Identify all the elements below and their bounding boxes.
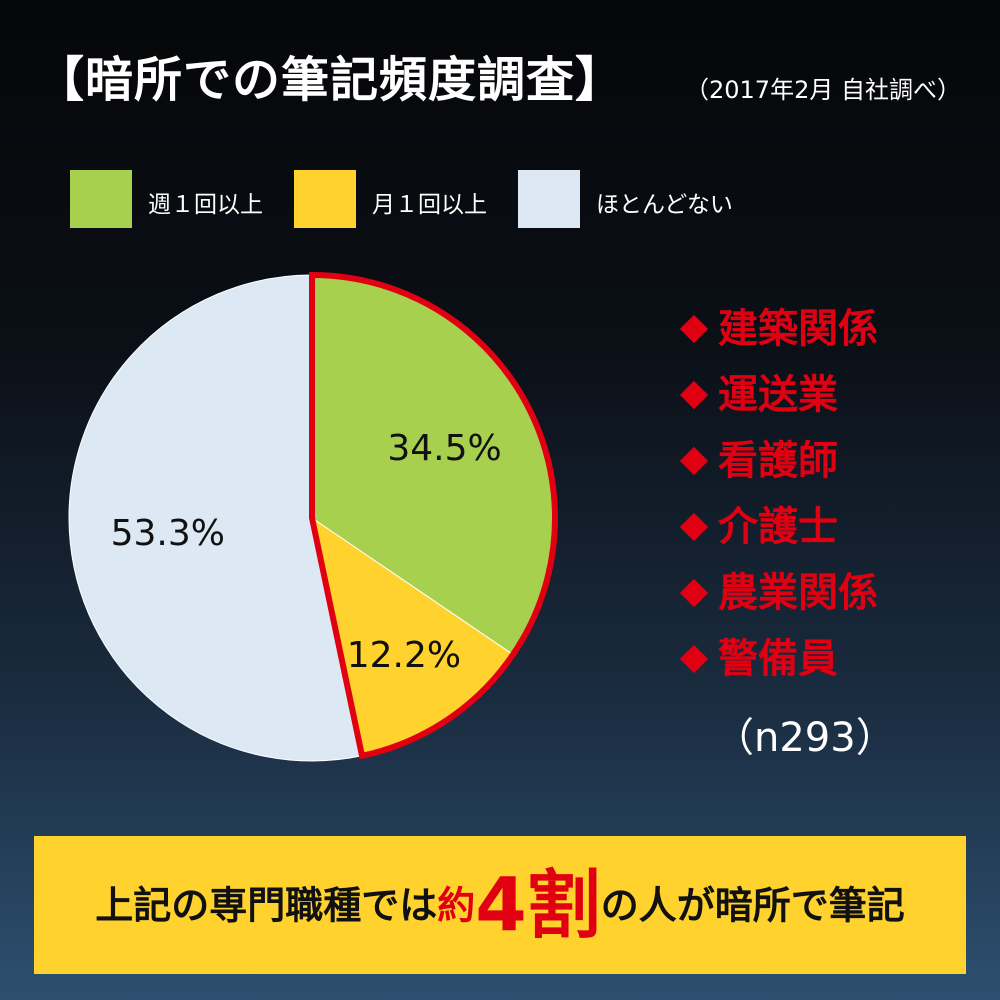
legend-label-monthly: 月１回以上 [372, 192, 487, 218]
pie-label-monthly: 12.2% [347, 635, 461, 676]
legend-label-rarely: ほとんどない [596, 192, 733, 218]
sector-item: 看護師 [676, 428, 996, 494]
diamond-icon [679, 314, 709, 344]
diamond-icon [679, 446, 709, 476]
banner-text-2: 約 [437, 883, 476, 928]
sector-item: 警備員 [676, 626, 996, 692]
diamond-icon [679, 644, 709, 674]
banner-emphasis: 4割 [475, 862, 601, 949]
sector-list: 建築関係 運送業 看護師 介護士 農業関係 警備員 [676, 296, 996, 692]
sector-item: 運送業 [676, 362, 996, 428]
banner-text-1: 上記の専門職種では [95, 883, 438, 928]
sector-item: 農業関係 [676, 560, 996, 626]
sector-item: 建築関係 [676, 296, 996, 362]
pie-label-rarely: 53.3% [111, 513, 225, 554]
legend-swatch-monthly [294, 170, 356, 228]
sector-label: 建築関係 [718, 306, 878, 352]
sector-label: 看護師 [718, 438, 838, 484]
sector-label: 介護士 [718, 504, 838, 550]
diamond-icon [679, 380, 709, 410]
sample-size: （n293） [714, 715, 896, 761]
legend: 週１回以上 月１回以上 ほとんどない [0, 170, 1000, 230]
chart-title: 【暗所での筆記頻度調査】 [36, 52, 625, 108]
sector-label: 農業関係 [718, 570, 878, 616]
legend-swatch-weekly [70, 170, 132, 228]
legend-label-weekly: 週１回以上 [148, 192, 263, 218]
sector-label: 運送業 [718, 372, 838, 418]
legend-swatch-rarely [518, 170, 580, 228]
pie-slice-rarely [68, 274, 363, 762]
highlight-outline [309, 271, 558, 760]
summary-banner: 上記の専門職種では約4割の人が暗所で筆記 [34, 836, 966, 974]
sector-item: 介護士 [676, 494, 996, 560]
diamond-icon [679, 512, 709, 542]
diamond-icon [679, 578, 709, 608]
chart-subtitle: （2017年2月 自社調べ） [685, 76, 961, 104]
banner-text-4: の人が暗所で筆記 [600, 883, 905, 928]
sector-label: 警備員 [718, 636, 838, 682]
pie-label-weekly: 34.5% [387, 428, 501, 469]
